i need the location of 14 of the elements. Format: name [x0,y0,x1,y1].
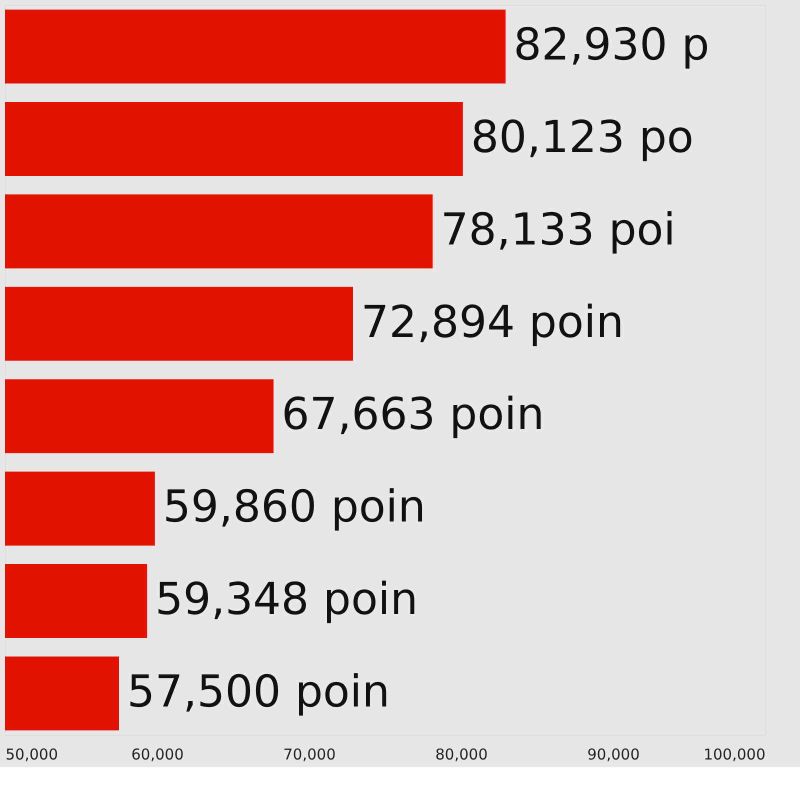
x-tick-label: 70,000 [283,746,336,764]
data-label: 59,860 poin [162,482,426,533]
data-label: 80,123 po [470,112,694,163]
x-tick-label: 90,000 [587,746,640,764]
x-tick-label: 80,000 [435,746,488,764]
data-label: 78,133 poi [440,204,676,256]
x-tick-label: 100,000 [703,746,766,764]
data-label: 72,894 poin [360,296,624,348]
data-label: 82,930 p [514,20,710,71]
data-label: 67,663 poin [281,389,544,440]
data-label: 59,348 poin [155,574,418,626]
x-tick-label: 50,000 [6,746,58,764]
data-label: 57,500 poin [127,666,390,718]
x-tick-label: 60,000 [131,746,184,764]
